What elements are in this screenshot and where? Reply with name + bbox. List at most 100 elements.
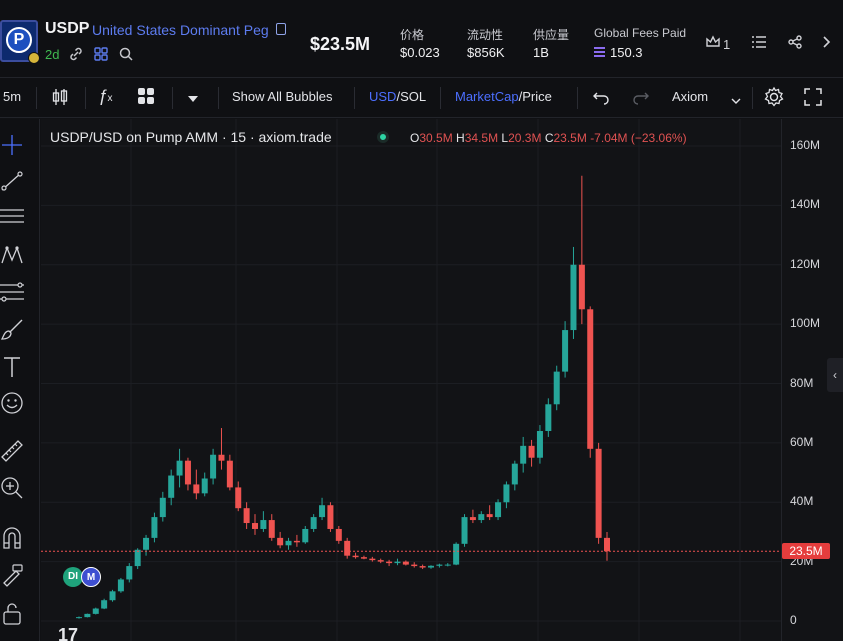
- live-status-icon: [377, 131, 389, 143]
- text-tool-icon[interactable]: [0, 355, 24, 379]
- bundle-icon[interactable]: [93, 46, 109, 62]
- crosshair-icon[interactable]: [0, 133, 24, 157]
- candle-body: [302, 528, 309, 543]
- chevron-down-icon[interactable]: [731, 93, 741, 108]
- horizontal-lines-icon[interactable]: [0, 204, 24, 228]
- candle-body: [478, 514, 485, 521]
- candle-body: [277, 537, 284, 546]
- currency-toggle[interactable]: USD/SOL: [369, 89, 426, 104]
- marketcap-option[interactable]: MarketCap: [455, 89, 519, 104]
- pattern-icon[interactable]: [0, 243, 24, 267]
- price-axis-tick: 80M: [790, 375, 814, 390]
- candle-body: [369, 558, 376, 561]
- candle-body: [168, 475, 175, 498]
- candlestick-chart[interactable]: [41, 119, 781, 641]
- drawing-toolbar: [0, 119, 40, 641]
- fib-icon[interactable]: [0, 280, 24, 304]
- token-header: P USDP United States Dominant Peg 2d $23…: [0, 0, 843, 78]
- copy-icon[interactable]: [276, 23, 286, 35]
- source-selector[interactable]: Axiom: [672, 89, 709, 104]
- candle-body: [411, 564, 418, 567]
- candle-body: [495, 502, 502, 518]
- price-option[interactable]: /Price: [518, 89, 552, 104]
- liquidity-value: $856K: [467, 45, 505, 60]
- holders-count: 1: [723, 37, 731, 52]
- candle-body: [453, 543, 460, 565]
- fullscreen-icon[interactable]: [803, 87, 823, 110]
- high-label: H: [456, 131, 465, 145]
- candle-body: [570, 264, 577, 331]
- token-ticker: USDP: [45, 20, 90, 37]
- candle-body: [109, 591, 116, 601]
- lock-pencil-icon[interactable]: [0, 563, 24, 587]
- candle-body: [511, 463, 518, 485]
- search-icon[interactable]: [118, 46, 134, 62]
- tradingview-logo[interactable]: 17: [58, 625, 79, 641]
- metric-toggle[interactable]: MarketCap/Price: [455, 89, 552, 104]
- indicators-icon[interactable]: ƒx: [98, 86, 113, 105]
- candle-body: [285, 540, 292, 546]
- share-icon[interactable]: [787, 35, 803, 52]
- candle-body: [503, 484, 510, 503]
- trend-line-icon[interactable]: [0, 169, 24, 193]
- candle-body: [587, 309, 594, 449]
- price-axis-tick: 0: [790, 613, 797, 627]
- candle-body: [394, 561, 401, 564]
- lock-icon[interactable]: [0, 601, 24, 625]
- collapse-panel-icon[interactable]: ‹: [827, 358, 843, 392]
- high-value: 34.5M: [464, 131, 499, 145]
- candle-body: [486, 514, 493, 518]
- low-label: L: [501, 131, 509, 145]
- candle-body: [604, 537, 610, 552]
- candle-body: [218, 454, 225, 461]
- bubble-dev[interactable]: DI: [63, 567, 83, 587]
- list-icon[interactable]: [751, 35, 767, 52]
- candle-body: [344, 540, 351, 556]
- candle-body: [595, 448, 602, 538]
- show-bubbles-button[interactable]: Show All Bubbles: [232, 89, 333, 104]
- change-value: -7.04M (−23.06%): [590, 131, 687, 145]
- price-axis-tick: 40M: [790, 494, 814, 509]
- link-icon[interactable]: [68, 46, 84, 62]
- usd-option[interactable]: USD: [369, 89, 397, 104]
- candle-type-icon[interactable]: [50, 87, 70, 110]
- price-axis[interactable]: 160M 140M 120M 100M 80M 60M 40M 20M 0 23.5M: [781, 119, 843, 641]
- expand-right-icon[interactable]: [821, 35, 833, 52]
- price-value: $0.023: [400, 45, 440, 60]
- toolbar-divider: [218, 87, 219, 109]
- candle-body: [319, 505, 326, 518]
- ruler-icon[interactable]: [0, 439, 24, 463]
- candle-body: [461, 517, 468, 544]
- chart-pane[interactable]: [41, 119, 781, 641]
- brush-icon[interactable]: [0, 318, 24, 342]
- candle-body: [520, 445, 527, 464]
- settings-gear-icon[interactable]: [763, 86, 785, 111]
- candle-body: [201, 478, 208, 494]
- candle-body: [428, 565, 434, 568]
- candle-body: [360, 557, 367, 559]
- redo-icon[interactable]: [632, 89, 650, 108]
- candle-body: [134, 549, 141, 567]
- pump-badge-icon: [28, 52, 40, 64]
- token-name-link[interactable]: United States Dominant Peg: [92, 22, 269, 38]
- sol-option[interactable]: /SOL: [396, 89, 427, 104]
- candle-body: [226, 460, 233, 488]
- fees-value: 150.3: [610, 45, 643, 60]
- liquidity-label: 流动性: [467, 28, 504, 42]
- price-axis-tick: 140M: [790, 197, 821, 212]
- magnet-icon[interactable]: [0, 526, 24, 550]
- undo-icon[interactable]: [592, 89, 610, 108]
- emoji-icon[interactable]: [0, 391, 24, 415]
- crown-icon[interactable]: [705, 35, 721, 52]
- token-logo[interactable]: P: [0, 20, 40, 64]
- layout-grid-icon[interactable]: [137, 87, 155, 108]
- dropdown-caret-icon[interactable]: [186, 92, 200, 107]
- price-label: 价格: [400, 28, 425, 42]
- solana-icon: [594, 47, 605, 57]
- close-label: C: [544, 131, 554, 145]
- timeframe-selector[interactable]: 5m: [3, 89, 22, 104]
- zoom-in-icon[interactable]: [0, 476, 24, 500]
- candle-body: [352, 555, 359, 558]
- bubble-me[interactable]: M: [81, 567, 101, 587]
